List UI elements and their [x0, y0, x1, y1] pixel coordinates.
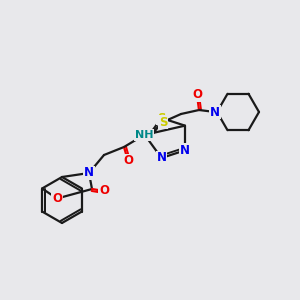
Text: O: O	[123, 154, 133, 167]
Text: S: S	[157, 112, 166, 124]
Text: O: O	[52, 192, 62, 205]
Text: N: N	[157, 152, 166, 164]
Text: N: N	[210, 106, 220, 118]
Text: N: N	[84, 167, 94, 179]
Text: O: O	[192, 88, 202, 101]
Text: NH: NH	[135, 130, 153, 140]
Text: S: S	[159, 116, 167, 128]
Text: O: O	[99, 184, 109, 197]
Text: N: N	[180, 144, 190, 157]
